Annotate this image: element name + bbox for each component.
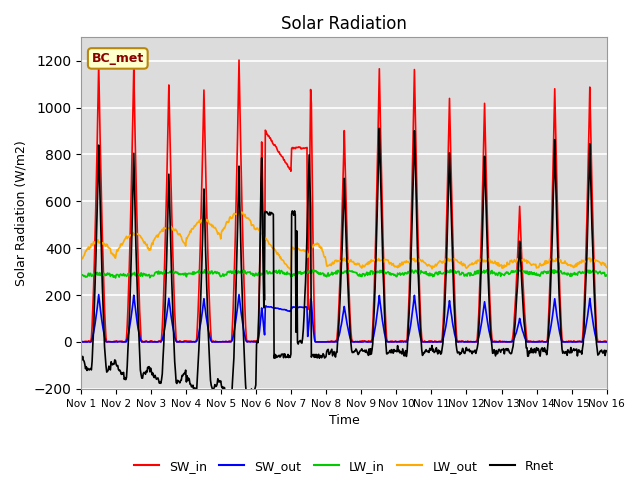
Line: SW_in: SW_in <box>81 60 607 342</box>
Rnet <box>87 366 95 372</box>
LW_out <box>195 219 202 225</box>
SW_out <box>77 338 85 344</box>
SW_in <box>408 174 416 180</box>
SW_out <box>424 339 432 345</box>
SW_in <box>87 339 95 345</box>
Text: BC_met: BC_met <box>92 52 144 65</box>
SW_out <box>78 339 86 345</box>
LW_in <box>87 271 95 276</box>
Line: Rnet: Rnet <box>81 128 607 397</box>
SW_out <box>88 339 95 345</box>
Rnet <box>228 394 236 400</box>
SW_in <box>603 339 611 345</box>
SW_out <box>223 339 230 345</box>
LW_in <box>409 269 417 275</box>
SW_in <box>77 339 85 345</box>
LW_out <box>77 257 85 263</box>
LW_out <box>424 262 432 267</box>
Rnet <box>603 348 611 354</box>
LW_out <box>409 256 417 262</box>
X-axis label: Time: Time <box>328 414 359 427</box>
LW_out <box>236 208 244 214</box>
Rnet <box>195 363 202 369</box>
Rnet <box>376 125 383 131</box>
Y-axis label: Solar Radiation (W/m2): Solar Radiation (W/m2) <box>15 140 28 286</box>
LW_in <box>201 267 209 273</box>
SW_in <box>141 338 148 344</box>
LW_in <box>195 267 203 273</box>
Line: LW_out: LW_out <box>81 211 607 271</box>
SW_in <box>222 338 230 344</box>
Rnet <box>77 356 85 362</box>
Title: Solar Radiation: Solar Radiation <box>281 15 407 33</box>
LW_in <box>223 269 231 275</box>
Rnet <box>409 188 417 194</box>
Rnet <box>222 390 230 396</box>
Rnet <box>424 348 432 354</box>
Legend: SW_in, SW_out, LW_in, LW_out, Rnet: SW_in, SW_out, LW_in, LW_out, Rnet <box>129 455 559 478</box>
LW_out <box>287 268 295 274</box>
SW_in <box>195 308 202 314</box>
LW_in <box>603 272 611 278</box>
SW_out <box>141 338 149 344</box>
SW_in <box>235 57 243 63</box>
SW_out <box>235 292 243 298</box>
LW_out <box>141 239 148 245</box>
LW_in <box>424 271 432 276</box>
LW_in <box>77 273 85 278</box>
SW_out <box>195 330 203 336</box>
Rnet <box>141 370 148 375</box>
LW_in <box>111 275 119 281</box>
LW_out <box>222 221 230 227</box>
SW_in <box>424 339 431 345</box>
LW_in <box>141 273 149 278</box>
Line: LW_in: LW_in <box>81 270 607 278</box>
LW_out <box>87 244 95 250</box>
SW_out <box>603 339 611 345</box>
Line: SW_out: SW_out <box>81 295 607 342</box>
SW_out <box>409 305 417 311</box>
LW_out <box>603 264 611 270</box>
